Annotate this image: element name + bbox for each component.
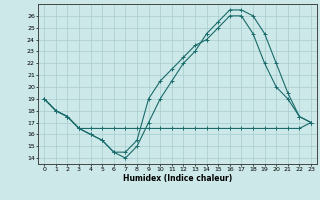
X-axis label: Humidex (Indice chaleur): Humidex (Indice chaleur): [123, 174, 232, 183]
